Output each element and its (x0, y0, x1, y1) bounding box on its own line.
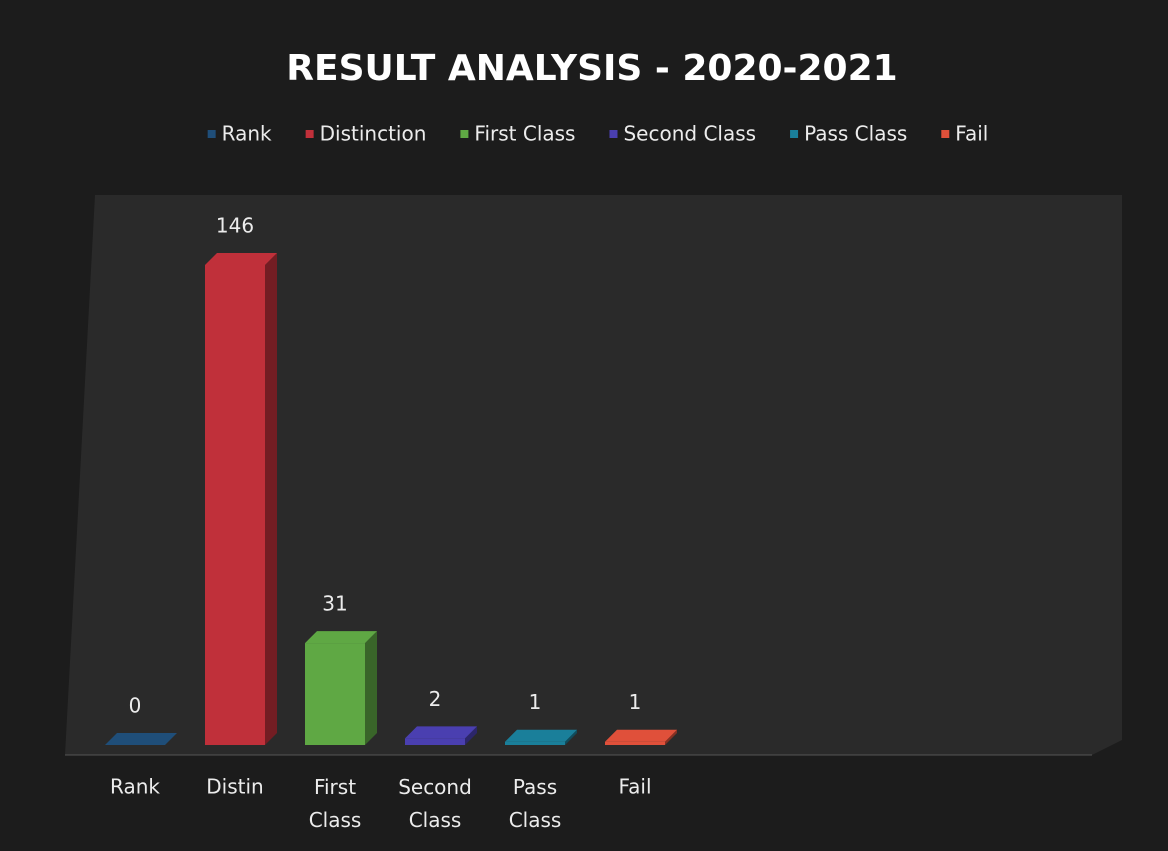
legend-marker (941, 130, 950, 138)
legend-label: Rank (222, 122, 272, 146)
bar-top (605, 729, 677, 742)
bar (105, 733, 177, 745)
legend-label: Pass Class (804, 122, 907, 146)
data-label: 31 (322, 592, 347, 616)
bar-top (205, 253, 277, 265)
legend: Rank Distinction First Class Second Class Pa… (207, 122, 988, 146)
chart-title: RESULT ANALYSIS - 2020-2021 (286, 48, 897, 89)
bar-front (305, 643, 365, 745)
bar-front (205, 265, 265, 745)
x-tick-label: Pass Class (509, 775, 562, 832)
x-tick-label: First Class (309, 775, 362, 832)
legend-marker (609, 130, 618, 138)
x-tick-label: Second Class (398, 775, 472, 832)
bar-side (465, 726, 477, 745)
bar-top (405, 726, 477, 739)
data-label: 2 (429, 687, 442, 711)
bar (305, 631, 377, 745)
bar-top (305, 631, 377, 644)
x-tick-label: Fail (618, 775, 651, 799)
bar-front (405, 738, 465, 745)
bar-top (505, 729, 577, 742)
data-label: 1 (629, 690, 642, 714)
legend-label: Second Class (623, 122, 756, 146)
data-label: 1 (529, 690, 542, 714)
bar-top (105, 733, 177, 745)
bar-front (605, 741, 665, 745)
bar-front (505, 741, 565, 745)
x-tick-label: Distin (206, 775, 263, 799)
legend-label: Fail (955, 122, 988, 146)
legend-marker (460, 130, 469, 138)
bar (205, 253, 277, 745)
data-label: 146 (216, 214, 254, 238)
bar (505, 729, 577, 745)
legend-label: Distinction (320, 122, 427, 146)
bar-side (665, 729, 677, 745)
legend-label: First Class (474, 122, 575, 146)
data-label: 0 (129, 694, 142, 718)
plot-area (65, 195, 1122, 755)
legend-marker (305, 130, 314, 138)
bar-side (265, 253, 277, 745)
legend-marker (207, 130, 216, 138)
bar (405, 726, 477, 745)
bar-side (365, 631, 377, 745)
legend-marker (790, 130, 799, 138)
bar (605, 729, 677, 745)
bar-side (565, 729, 577, 745)
x-tick-label: Rank (110, 775, 160, 799)
